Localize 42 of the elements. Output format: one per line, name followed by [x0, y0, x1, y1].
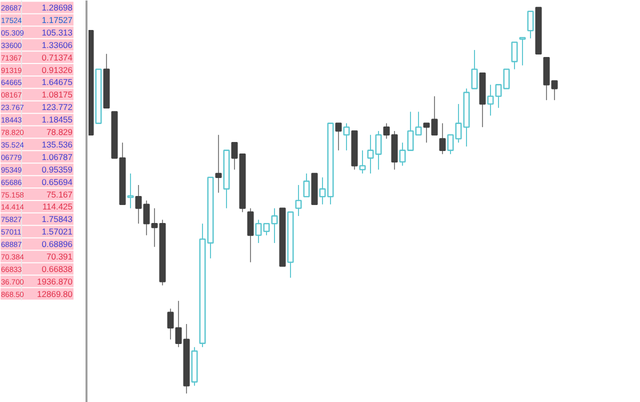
- candlestick: [303, 172, 310, 198]
- candlestick: [471, 49, 478, 90]
- text: 1.06787: [42, 152, 73, 162]
- candlestick: [263, 223, 270, 236]
- text: 1.75843: [42, 214, 73, 224]
- text: 1.08175: [42, 90, 73, 100]
- text: 114.425: [42, 202, 73, 212]
- text: 135.536: [42, 139, 73, 150]
- text: 75.167: [46, 189, 73, 200]
- text: 0.68896: [42, 239, 73, 250]
- candlestick: [231, 142, 238, 170]
- text: 78.829: [46, 127, 73, 137]
- candlestick: [439, 122, 446, 155]
- text: 0.66838: [42, 264, 73, 274]
- text: 0.71374: [42, 52, 73, 62]
- candlestick: [247, 208, 254, 263]
- candlestick: [359, 150, 366, 174]
- text: 1.57021: [42, 226, 73, 237]
- candlestick: [295, 184, 302, 216]
- text: 0.65694: [42, 176, 73, 187]
- text: 70.391: [46, 252, 73, 262]
- text: 0.91326: [42, 64, 73, 75]
- candlestick: [343, 122, 350, 151]
- text: 0.95359: [42, 164, 73, 174]
- candlestick: [215, 134, 222, 194]
- candlestick: [271, 208, 278, 244]
- text: 1.64675: [42, 77, 73, 88]
- text: 123.772: [42, 102, 73, 112]
- text: 1.33606: [42, 40, 73, 50]
- text: 12869.80: [37, 288, 73, 299]
- candlestick: [255, 219, 262, 244]
- text: 1.17527: [42, 14, 73, 25]
- candlestick: [127, 172, 134, 209]
- candlestick: [519, 36, 526, 66]
- candlestick: [527, 10, 534, 39]
- text: 1.28698: [42, 2, 73, 12]
- candlestick: [319, 176, 326, 205]
- text: 1936.870: [37, 276, 73, 286]
- text: 105.313: [42, 27, 73, 38]
- candlestick: [335, 122, 342, 151]
- text: 1.18455: [42, 114, 73, 125]
- candlestick: [511, 42, 518, 70]
